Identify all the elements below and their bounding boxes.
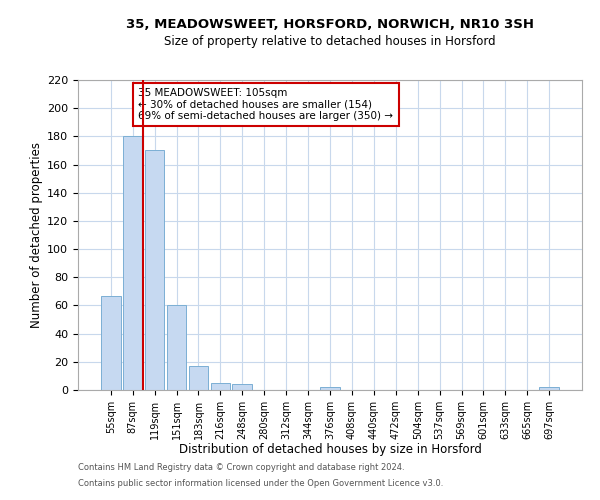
Text: Contains public sector information licensed under the Open Government Licence v3: Contains public sector information licen…: [78, 478, 443, 488]
Bar: [167, 306, 187, 390]
Bar: [101, 296, 121, 390]
Text: Contains HM Land Registry data © Crown copyright and database right 2024.: Contains HM Land Registry data © Crown c…: [78, 464, 404, 472]
Y-axis label: Number of detached properties: Number of detached properties: [30, 142, 43, 328]
X-axis label: Distribution of detached houses by size in Horsford: Distribution of detached houses by size …: [179, 444, 481, 456]
Bar: [123, 136, 143, 390]
Bar: [145, 150, 164, 390]
Bar: [320, 387, 340, 390]
Bar: [188, 366, 208, 390]
Text: 35 MEADOWSWEET: 105sqm
← 30% of detached houses are smaller (154)
69% of semi-de: 35 MEADOWSWEET: 105sqm ← 30% of detached…: [139, 88, 394, 121]
Text: Size of property relative to detached houses in Horsford: Size of property relative to detached ho…: [164, 35, 496, 48]
Text: 35, MEADOWSWEET, HORSFORD, NORWICH, NR10 3SH: 35, MEADOWSWEET, HORSFORD, NORWICH, NR10…: [126, 18, 534, 30]
Bar: [539, 387, 559, 390]
Bar: [211, 383, 230, 390]
Bar: [232, 384, 252, 390]
